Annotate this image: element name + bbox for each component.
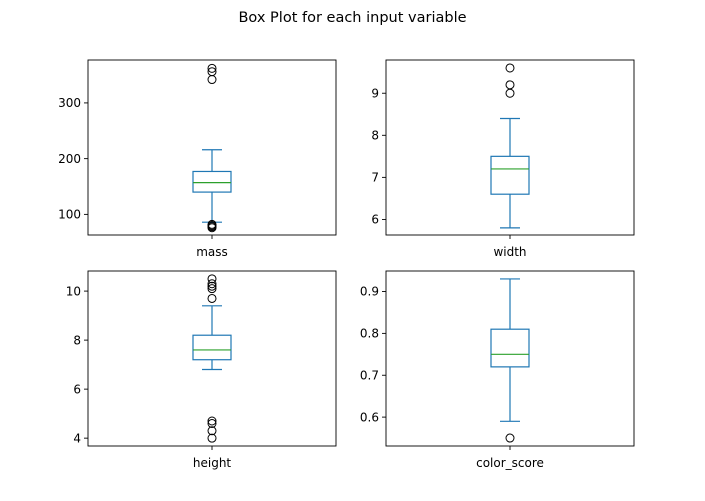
outlier-point [207, 284, 217, 294]
y-tick-label: 300 [58, 96, 81, 110]
y-tick-label: 0.7 [360, 368, 379, 382]
x-tick-label: color_score [476, 456, 544, 470]
outlier-point [207, 426, 217, 436]
outlier-point [505, 63, 515, 73]
y-tick-label: 100 [58, 208, 81, 222]
x-tick-label: width [493, 245, 526, 259]
outlier-point [207, 281, 217, 291]
outlier-point [207, 274, 217, 284]
y-tick-label: 0.8 [360, 327, 379, 341]
outlier-point [207, 418, 217, 428]
outlier-point [505, 88, 515, 98]
subplot-mass: 100 200 300 mass [58, 59, 337, 259]
outlier-point [207, 279, 217, 289]
chart-title: Box Plot for each input variable [238, 10, 466, 26]
y-tick-label: 4 [73, 431, 81, 445]
outlier-point [207, 416, 217, 426]
y-tick-label: 6 [371, 213, 379, 227]
y-tick-label: 0.9 [360, 285, 379, 299]
y-tick-label: 8 [371, 129, 379, 143]
outlier-point [207, 63, 217, 73]
y-tick-label: 200 [58, 152, 81, 166]
y-tick-label: 8 [73, 333, 81, 347]
iqr-box [490, 328, 530, 368]
outlier-point [207, 433, 217, 443]
subplot-color-score: 0.6 0.7 0.8 0.9 color_score [360, 270, 635, 470]
outlier-point [207, 75, 217, 85]
outlier-point [207, 293, 217, 303]
y-tick-label: 0.6 [360, 410, 379, 424]
outlier-point [505, 80, 515, 90]
y-tick-label: 7 [371, 171, 379, 185]
outlier-point [505, 433, 515, 443]
outlier-point [207, 219, 217, 229]
subplot-grid: 100200300mass6789width46810height0.60.70… [58, 59, 635, 470]
x-tick-label: mass [196, 245, 228, 259]
y-tick-label: 10 [66, 284, 81, 298]
y-tick-label: 6 [73, 382, 81, 396]
subplot-width: 6 7 8 9 width [371, 59, 635, 259]
iqr-box [192, 334, 232, 361]
x-tick-label: height [193, 456, 232, 470]
iqr-box [490, 155, 530, 195]
outlier-point [207, 67, 217, 77]
y-tick-label: 9 [371, 86, 379, 100]
subplot-height: 4 6 8 10 height [66, 270, 337, 470]
iqr-box [192, 170, 232, 193]
